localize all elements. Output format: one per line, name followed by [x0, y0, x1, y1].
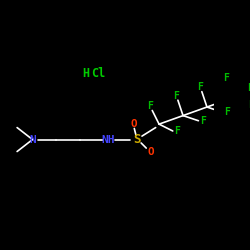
Text: F: F: [248, 100, 250, 110]
Text: F: F: [200, 116, 206, 126]
Text: H: H: [82, 67, 89, 80]
Text: N: N: [29, 134, 36, 144]
Text: F: F: [197, 82, 203, 92]
Text: Cl: Cl: [91, 67, 106, 80]
Text: O: O: [147, 146, 154, 156]
Text: NH: NH: [101, 134, 114, 144]
Text: O: O: [131, 119, 138, 129]
Text: F: F: [173, 91, 179, 101]
Text: F: F: [148, 101, 154, 111]
Text: S: S: [133, 133, 140, 146]
Text: F: F: [223, 73, 229, 83]
Text: F: F: [174, 126, 180, 136]
Text: F: F: [247, 83, 250, 93]
Text: F: F: [224, 107, 230, 117]
